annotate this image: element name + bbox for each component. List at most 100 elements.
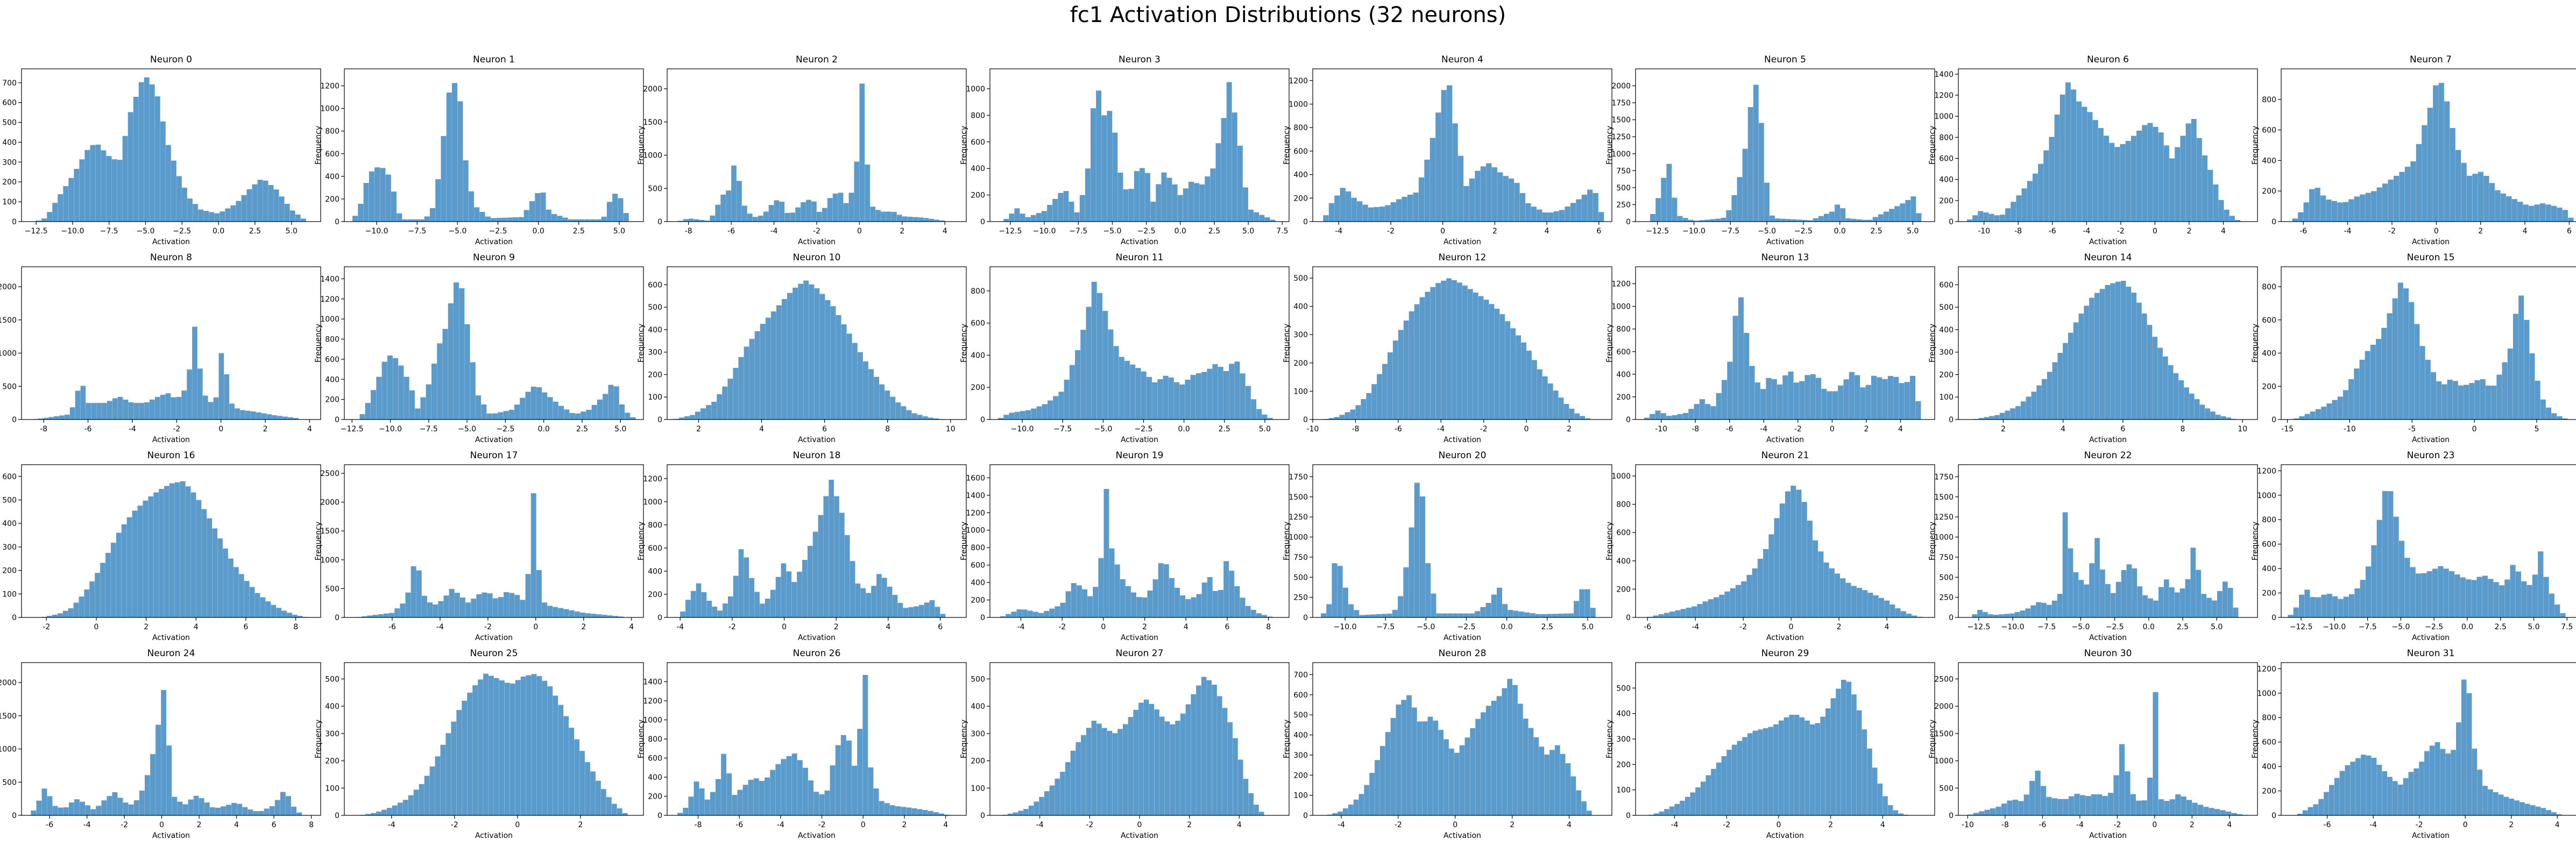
histogram-bar bbox=[2421, 573, 2427, 617]
histogram-bar bbox=[1379, 207, 1385, 222]
histogram-bar bbox=[1443, 739, 1449, 815]
x-tick-label: 0 bbox=[1137, 821, 1142, 829]
histogram-bar bbox=[1119, 357, 1124, 420]
histogram-bar bbox=[1385, 205, 1391, 222]
y-tick-label: 200 bbox=[325, 396, 339, 404]
y-tick-label: 1200 bbox=[320, 82, 339, 91]
histogram-bar bbox=[2217, 591, 2223, 617]
histogram-bar bbox=[542, 392, 548, 420]
histogram-bar bbox=[187, 198, 193, 222]
y-tick-label: 1200 bbox=[966, 509, 985, 517]
histogram-bar bbox=[2190, 548, 2196, 617]
y-tick-label: 1000 bbox=[0, 350, 17, 358]
histogram-bar bbox=[553, 695, 558, 815]
histogram-bar bbox=[1123, 189, 1129, 222]
histogram-bar bbox=[742, 785, 748, 815]
histogram-bar bbox=[1438, 730, 1443, 815]
histogram-bar bbox=[1983, 612, 1988, 617]
histogram-bar bbox=[2334, 778, 2340, 815]
histogram-bar bbox=[2076, 101, 2082, 222]
x-tick-label: 4 bbox=[1898, 425, 1903, 433]
x-tick-label: −7.5 bbox=[408, 227, 426, 236]
histogram-bar bbox=[1199, 184, 1205, 222]
histogram-bar bbox=[2189, 393, 2195, 420]
y-tick-label: 200 bbox=[648, 591, 662, 599]
histogram-bar bbox=[2528, 205, 2535, 222]
histogram-bar bbox=[1166, 177, 1172, 222]
histogram-bar bbox=[150, 399, 155, 420]
histogram-bar bbox=[1418, 177, 1425, 222]
histogram-bar bbox=[1732, 316, 1738, 420]
y-tick-label: 400 bbox=[971, 165, 985, 173]
y-tick-label: 200 bbox=[2, 567, 17, 575]
histogram-bar bbox=[2387, 777, 2393, 815]
histogram-bar bbox=[171, 397, 176, 420]
histogram-bar bbox=[391, 191, 397, 222]
histogram-bar bbox=[490, 218, 497, 222]
histogram-bar bbox=[1507, 679, 1512, 815]
x-tick-label: 0 bbox=[1830, 425, 1835, 433]
histogram-bar bbox=[515, 680, 521, 815]
histogram-bar bbox=[1229, 364, 1235, 420]
histogram-bar bbox=[1109, 548, 1115, 617]
histogram-bar bbox=[2131, 293, 2136, 420]
histogram-bar bbox=[1666, 416, 1672, 420]
histogram-bar bbox=[917, 809, 923, 815]
histogram-bar bbox=[1221, 118, 1227, 222]
histogram-bar bbox=[623, 213, 629, 222]
histogram-bar bbox=[1425, 563, 1431, 617]
histogram-bar bbox=[1085, 168, 1091, 222]
histogram-bar bbox=[2057, 799, 2063, 815]
histogram-bar bbox=[523, 210, 529, 222]
histogram-bar bbox=[873, 788, 879, 815]
histogram-bar bbox=[1016, 609, 1022, 617]
histogram-bar bbox=[1677, 216, 1683, 222]
histogram-bar bbox=[596, 780, 601, 815]
x-tick-label: 4 bbox=[1880, 821, 1885, 829]
histogram-bar bbox=[706, 600, 712, 617]
y-tick-label: 0 bbox=[657, 812, 662, 820]
histogram-bar bbox=[245, 410, 251, 420]
histogram-bar bbox=[2535, 380, 2540, 420]
x-tick-label: 5 bbox=[2534, 425, 2539, 433]
histogram-bar bbox=[2014, 612, 2020, 617]
histogram-bar bbox=[498, 412, 504, 420]
histogram-bar bbox=[2538, 551, 2544, 617]
histogram-bar bbox=[1417, 721, 1423, 815]
histogram-bar bbox=[1851, 218, 1857, 222]
histogram-bar bbox=[1508, 610, 1513, 617]
histogram-bar bbox=[139, 403, 144, 420]
axes-frame bbox=[2281, 68, 2576, 222]
histogram-bar bbox=[2057, 352, 2063, 420]
x-tick-label: −2.5 bbox=[496, 425, 514, 433]
histogram-bar bbox=[1343, 808, 1348, 815]
histogram-bar bbox=[276, 608, 282, 617]
y-tick-label: 500 bbox=[325, 585, 339, 593]
histogram-bar bbox=[908, 607, 914, 617]
histogram-bar bbox=[2203, 807, 2209, 815]
histogram-bar bbox=[1535, 614, 1541, 617]
histogram-bar bbox=[720, 194, 726, 222]
histogram-bar bbox=[400, 603, 406, 617]
histogram-bar bbox=[1977, 609, 1983, 617]
histogram-bar bbox=[891, 212, 897, 222]
histogram-bar bbox=[1721, 756, 1727, 815]
histogram-bar bbox=[1210, 168, 1216, 222]
histogram-bar bbox=[1429, 138, 1435, 222]
y-tick-label: 200 bbox=[971, 191, 985, 200]
x-tick-label: 2 bbox=[1142, 623, 1147, 631]
histogram-bar bbox=[397, 213, 402, 222]
histogram-bar bbox=[1368, 207, 1374, 222]
histogram-bar bbox=[1539, 747, 1545, 815]
histogram-bar bbox=[2294, 418, 2299, 420]
histogram-bar bbox=[1753, 84, 1759, 222]
histogram-bar bbox=[201, 509, 207, 617]
histogram-bar bbox=[2455, 150, 2461, 222]
axes-frame bbox=[344, 266, 644, 420]
x-tick-label: -10 bbox=[2344, 425, 2356, 433]
histogram-bar bbox=[551, 214, 557, 222]
histogram-bar bbox=[371, 390, 377, 420]
histogram-bar bbox=[754, 592, 760, 617]
histogram-bar bbox=[2185, 579, 2191, 617]
histogram-bar bbox=[790, 212, 796, 222]
